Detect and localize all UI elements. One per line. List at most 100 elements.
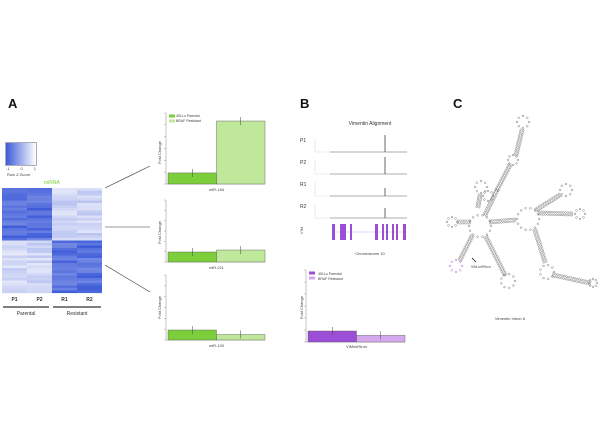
heatmap-cell (2, 270, 27, 274)
heatmap-cell (77, 270, 102, 274)
nucleotide (571, 276, 574, 280)
nucleotide (495, 260, 498, 263)
panel-a-letter: A (8, 96, 18, 111)
nucleotide (488, 206, 491, 209)
heatmap-cell (27, 260, 52, 264)
y-label: Fold Change (156, 221, 162, 244)
nucleotide (552, 199, 555, 202)
exon (340, 224, 346, 240)
nucleotide (466, 240, 469, 243)
nucleotide (558, 274, 561, 277)
nucleotide (560, 277, 563, 280)
heatmap-cell (2, 200, 27, 204)
nucleotide (524, 207, 527, 210)
heatmap-cell (77, 265, 102, 269)
nucleotide (475, 181, 478, 184)
nucleotide (551, 211, 554, 214)
nucleotide (548, 201, 551, 205)
nucleotide (502, 221, 505, 224)
legend-swatch (169, 119, 175, 123)
nucleotide (475, 190, 478, 193)
nucleotide (544, 213, 547, 216)
nucleotide (512, 275, 515, 278)
nucleotide (483, 198, 486, 201)
heatmap-cell (52, 245, 77, 249)
nucleotide (595, 281, 599, 285)
heatmap-cell (2, 223, 27, 226)
nucleotide (487, 244, 490, 247)
heatmap-cell (2, 215, 27, 219)
nucleotide (532, 229, 535, 232)
heatmap-cell (52, 208, 77, 211)
nucleotide (535, 210, 538, 213)
nucleotide (490, 243, 493, 246)
nucleotide (534, 233, 537, 236)
nucleotide (488, 229, 491, 232)
nucleotide (560, 184, 563, 187)
heatmap-cell (77, 283, 102, 286)
nucleotide (519, 130, 522, 133)
heatmap-cell (27, 240, 52, 244)
nucleotide (541, 249, 544, 253)
heatmap-cell (52, 188, 77, 191)
nucleotide (541, 203, 544, 206)
heatmap-cell (52, 265, 77, 269)
nucleotide (517, 125, 520, 128)
heatmap-cell (27, 198, 52, 201)
heatmap-cell (52, 223, 77, 226)
nucleotide (459, 260, 462, 263)
nucleotide (503, 177, 506, 181)
nucleotide (540, 210, 543, 213)
alignment-title: Vimentin Alignment (348, 121, 392, 127)
heatmap-cell (52, 273, 77, 276)
nucleotide (547, 264, 550, 267)
nucleotide (469, 241, 472, 244)
nucleotide (540, 213, 543, 216)
column-label: R2 (86, 297, 93, 303)
heatmap-cell (27, 235, 52, 239)
heatmap-cell (2, 273, 27, 276)
nucleotide (466, 222, 469, 225)
nucleotide (501, 265, 504, 268)
nucleotide (518, 132, 521, 135)
nucleotide (502, 218, 505, 221)
alignment-xlabel: Chromosome 10 (355, 251, 385, 256)
nucleotide (466, 219, 469, 222)
legend-label: BRAF Resistant (318, 277, 343, 281)
heatmap-cell (27, 213, 52, 216)
track-label: R2 (300, 204, 307, 210)
nucleotide (507, 220, 510, 223)
nucleotide (478, 204, 481, 207)
heatmap-cell (77, 260, 102, 264)
nucleotide (495, 193, 498, 196)
nucleotide (517, 136, 520, 140)
tick: 1 (33, 166, 36, 171)
nucleotide (537, 208, 540, 212)
nucleotide (481, 235, 484, 238)
nucleotide (466, 247, 469, 250)
nucleotide (520, 135, 523, 138)
exon (403, 224, 406, 240)
nucleotide (484, 238, 487, 241)
nucleotide (505, 174, 508, 177)
heatmap-cell (77, 230, 102, 234)
nucleotide (556, 193, 559, 197)
nucleotide (493, 190, 496, 193)
colorbar-label: Row Z-Score (7, 172, 31, 177)
nucleotide (562, 211, 565, 214)
nucleotide (476, 235, 479, 238)
heatmap-cell (2, 255, 27, 259)
nucleotide (538, 246, 541, 249)
heatmap-cell (2, 240, 27, 244)
heatmap-cell (27, 208, 52, 211)
nucleotide (493, 221, 496, 225)
nucleotide (508, 273, 511, 276)
nucleotide (490, 250, 493, 253)
heatmap-cell (2, 265, 27, 269)
nucleotide (499, 185, 502, 188)
heatmap-cell (52, 203, 77, 206)
heatmap-cell (2, 243, 27, 246)
nucleotide (517, 147, 520, 151)
nucleotide (515, 147, 518, 150)
arrow (104, 165, 151, 189)
